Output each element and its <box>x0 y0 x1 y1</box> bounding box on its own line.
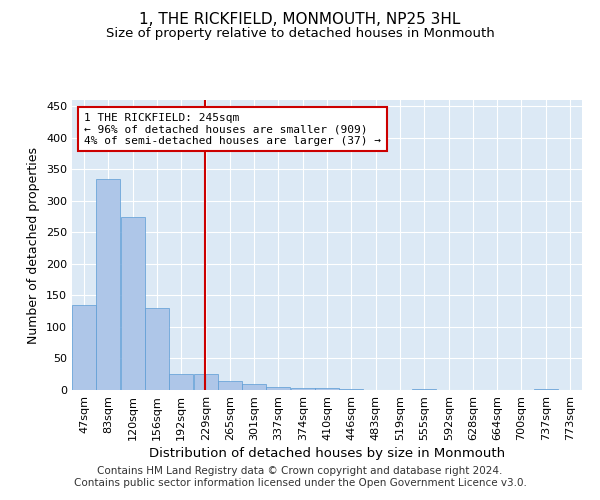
Bar <box>315 388 339 390</box>
Bar <box>169 374 193 390</box>
Y-axis label: Number of detached properties: Number of detached properties <box>28 146 40 344</box>
Bar <box>72 305 96 390</box>
Text: 1, THE RICKFIELD, MONMOUTH, NP25 3HL: 1, THE RICKFIELD, MONMOUTH, NP25 3HL <box>139 12 461 28</box>
Text: Contains HM Land Registry data © Crown copyright and database right 2024.
Contai: Contains HM Land Registry data © Crown c… <box>74 466 526 487</box>
X-axis label: Distribution of detached houses by size in Monmouth: Distribution of detached houses by size … <box>149 447 505 460</box>
Bar <box>145 308 169 390</box>
Text: 1 THE RICKFIELD: 245sqm
← 96% of detached houses are smaller (909)
4% of semi-de: 1 THE RICKFIELD: 245sqm ← 96% of detache… <box>84 112 381 146</box>
Text: Size of property relative to detached houses in Monmouth: Size of property relative to detached ho… <box>106 28 494 40</box>
Bar <box>266 387 290 390</box>
Bar <box>242 384 266 390</box>
Bar <box>291 388 315 390</box>
Bar <box>218 380 242 390</box>
Bar <box>96 179 120 390</box>
Bar <box>194 374 218 390</box>
Bar <box>121 216 145 390</box>
